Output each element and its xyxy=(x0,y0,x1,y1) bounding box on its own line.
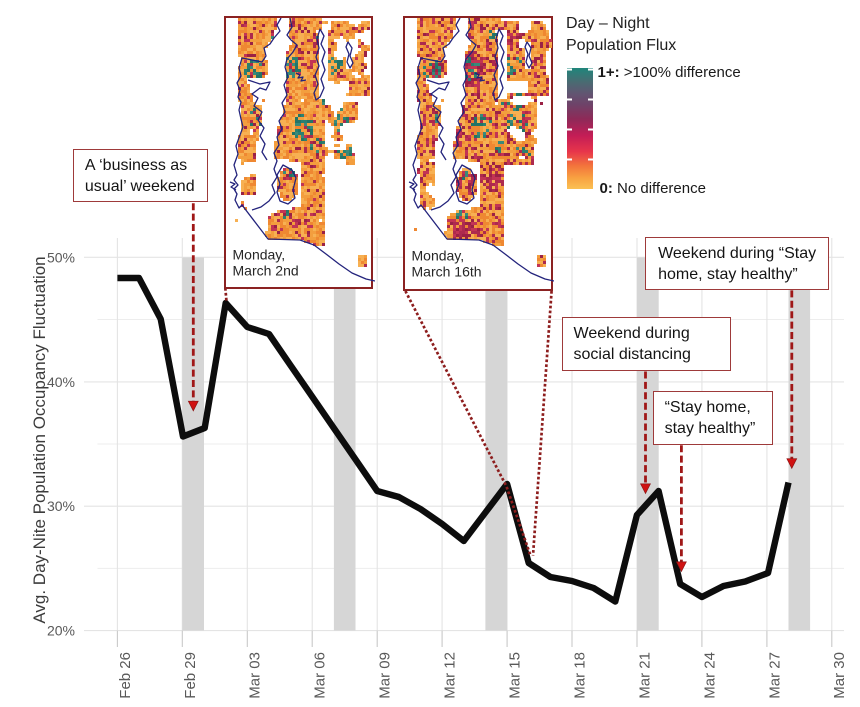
svg-text:Monday,: Monday, xyxy=(412,248,465,264)
svg-text:Mar 21: Mar 21 xyxy=(636,652,653,699)
svg-text:March 2nd: March 2nd xyxy=(233,262,299,278)
svg-text:Mar 18: Mar 18 xyxy=(571,652,588,699)
svg-text:Feb 29: Feb 29 xyxy=(182,652,199,699)
svg-text:40%: 40% xyxy=(47,374,75,390)
svg-text:Mar 06: Mar 06 xyxy=(312,652,329,699)
svg-text:50%: 50% xyxy=(47,249,75,265)
svg-text:Avg. Day-Nite Population Occup: Avg. Day-Nite Population Occupancy Fluct… xyxy=(30,256,49,623)
svg-text:Mar 27: Mar 27 xyxy=(766,652,783,699)
svg-text:Feb 26: Feb 26 xyxy=(117,652,134,699)
svg-text:Monday,: Monday, xyxy=(233,247,286,263)
svg-text:March 16th: March 16th xyxy=(412,263,482,279)
svg-text:Mar 15: Mar 15 xyxy=(507,652,524,699)
svg-text:Mar 09: Mar 09 xyxy=(377,652,394,699)
svg-text:20%: 20% xyxy=(47,623,75,639)
svg-text:30%: 30% xyxy=(47,498,75,514)
svg-text:Mar 03: Mar 03 xyxy=(247,652,264,699)
svg-text:Mar 30: Mar 30 xyxy=(831,652,848,699)
svg-text:Mar 24: Mar 24 xyxy=(701,652,718,699)
svg-text:Mar 12: Mar 12 xyxy=(442,652,459,699)
